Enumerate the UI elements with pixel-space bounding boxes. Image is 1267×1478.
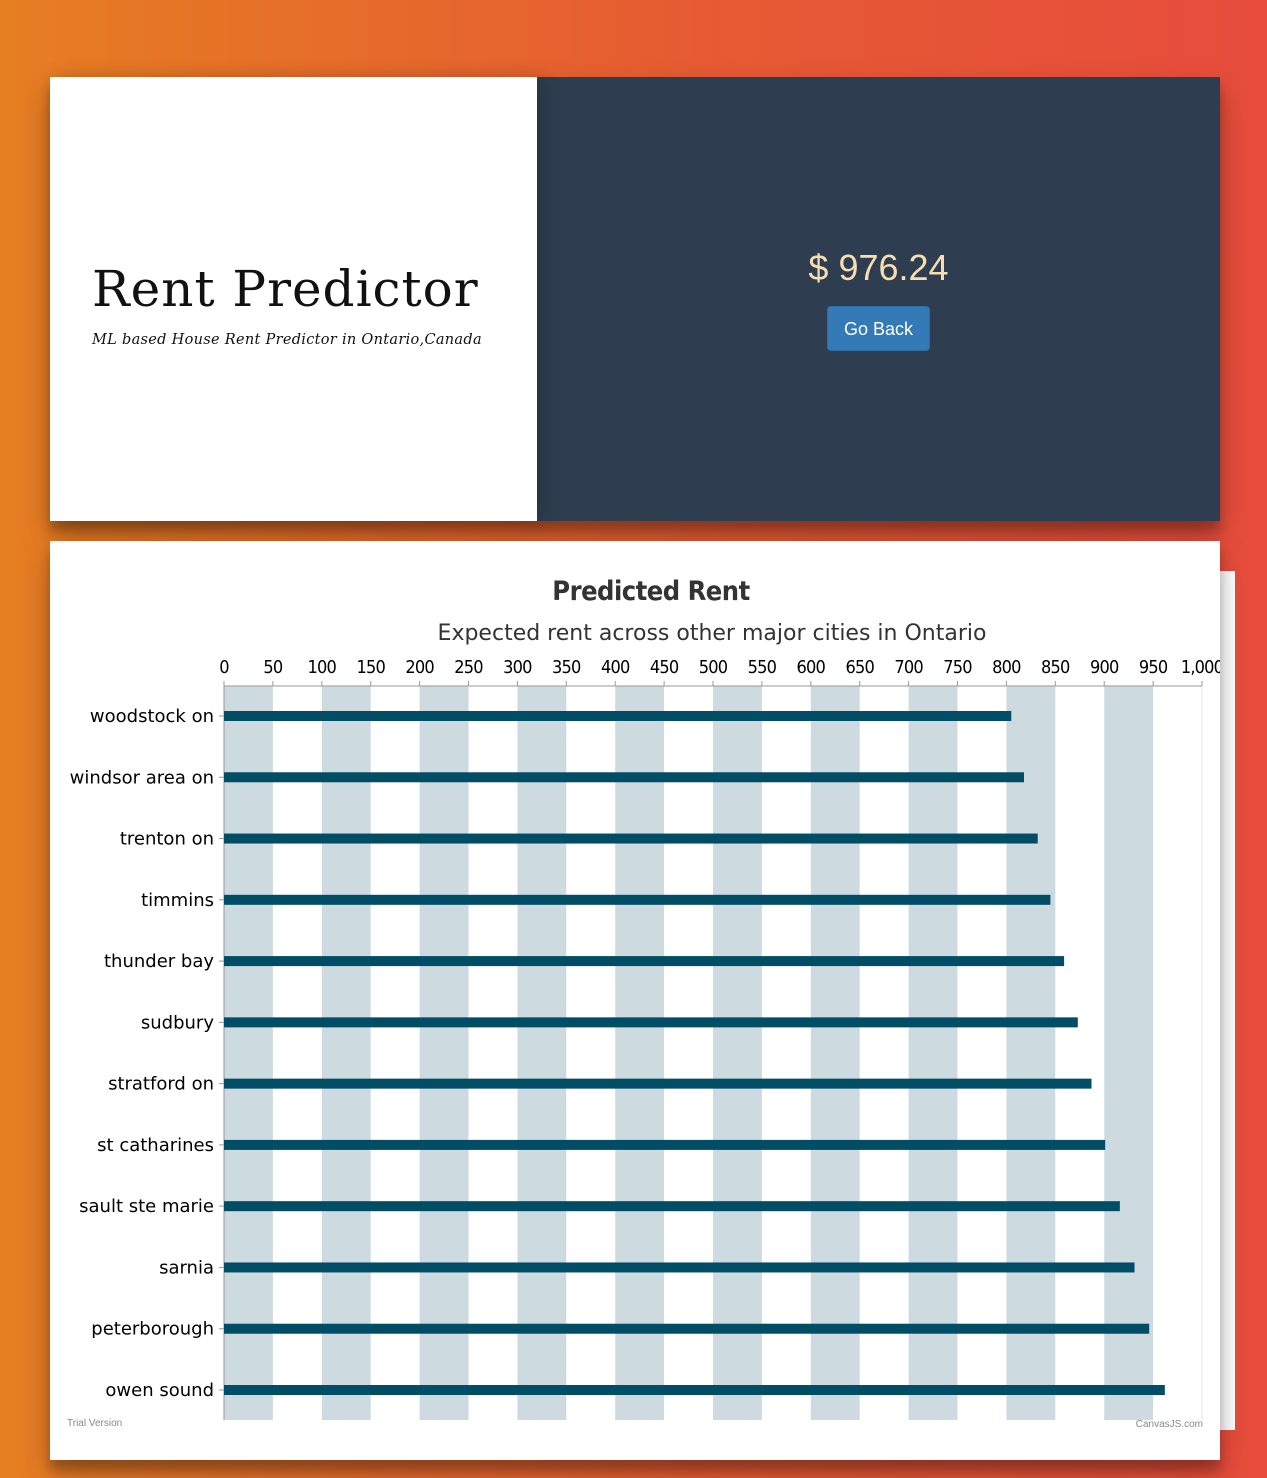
result-card: Rent Predictor ML based House Rent Predi…: [50, 77, 1220, 521]
category-label: st catharines: [97, 1135, 214, 1156]
x-tick-label: 0: [219, 657, 229, 678]
category-label: thunder bay: [104, 951, 214, 972]
canvasjs-credit: CanvasJS.com: [1136, 1419, 1203, 1430]
grid-band: [517, 686, 567, 1420]
x-tick-label: 150: [356, 657, 385, 678]
bar: [224, 1078, 1092, 1089]
x-tick-label: 300: [503, 657, 532, 678]
x-tick-label: 450: [650, 657, 679, 678]
chart-title: Predicted Rent: [552, 576, 750, 607]
category-label: trenton on: [120, 829, 214, 850]
x-tick-label: 350: [552, 657, 581, 678]
x-tick-label: 600: [797, 657, 826, 678]
header-panel: Rent Predictor ML based House Rent Predi…: [50, 77, 537, 521]
category-label: sarnia: [159, 1257, 214, 1278]
bar: [224, 711, 1012, 721]
x-tick-label: 400: [601, 657, 630, 678]
x-tick-label: 750: [943, 657, 972, 678]
category-label: peterborough: [91, 1319, 214, 1340]
grid-band: [908, 686, 958, 1420]
bar: [224, 1385, 1165, 1395]
bar: [224, 1201, 1120, 1212]
x-tick-label: 900: [1090, 657, 1119, 678]
x-tick-label: 50: [263, 657, 283, 678]
rent-bar-chart: Predicted Rent Expected rent across other…: [67, 576, 1220, 1430]
grid-band: [419, 686, 469, 1420]
trial-version-label: Trial Version: [67, 1418, 122, 1429]
bar: [224, 956, 1065, 967]
category-label: timmins: [141, 890, 214, 911]
bar: [224, 1139, 1106, 1150]
chart-subtitle: Expected rent across other major cities …: [438, 621, 987, 646]
category-label: sault ste marie: [79, 1196, 214, 1217]
page-title: Rent Predictor: [92, 260, 479, 318]
grid-band: [224, 686, 273, 1420]
grid-band: [1006, 686, 1056, 1420]
x-tick-label: 700: [894, 657, 923, 678]
x-tick-label: 1,000: [1181, 657, 1220, 678]
category-label: stratford on: [108, 1074, 214, 1095]
grid-band: [615, 686, 665, 1420]
grid-band: [713, 686, 762, 1420]
bar: [224, 772, 1025, 783]
bar: [224, 894, 1051, 905]
x-tick-label: 250: [454, 657, 483, 678]
grid-band: [1104, 686, 1154, 1420]
prediction-panel: $ 976.24 Go Back: [537, 77, 1220, 521]
x-tick-label: 100: [308, 657, 337, 678]
grid-band: [321, 686, 371, 1420]
x-tick-label: 550: [748, 657, 777, 678]
category-label: woodstock on: [90, 706, 214, 727]
grid-band: [810, 686, 860, 1420]
category-label: windsor area on: [70, 767, 214, 788]
category-label: sudbury: [141, 1012, 214, 1033]
x-tick-label: 200: [405, 657, 434, 678]
category-label: owen sound: [105, 1380, 214, 1401]
bar: [224, 1262, 1135, 1273]
page-subtitle: ML based House Rent Predictor in Ontario…: [92, 332, 482, 348]
bar: [224, 1017, 1078, 1028]
x-tick-label: 950: [1139, 657, 1168, 678]
x-tick-label: 800: [992, 657, 1021, 678]
go-back-button[interactable]: Go Back: [827, 306, 930, 351]
predicted-price: $ 976.24: [808, 247, 949, 288]
bar: [224, 833, 1038, 844]
chart-card: Predicted Rent Expected rent across other…: [50, 541, 1220, 1460]
chart-canvas-edge: [1220, 571, 1235, 1430]
x-tick-label: 650: [845, 657, 874, 678]
x-tick-label: 500: [699, 657, 728, 678]
bar: [224, 1323, 1150, 1334]
x-tick-label: 850: [1041, 657, 1070, 678]
